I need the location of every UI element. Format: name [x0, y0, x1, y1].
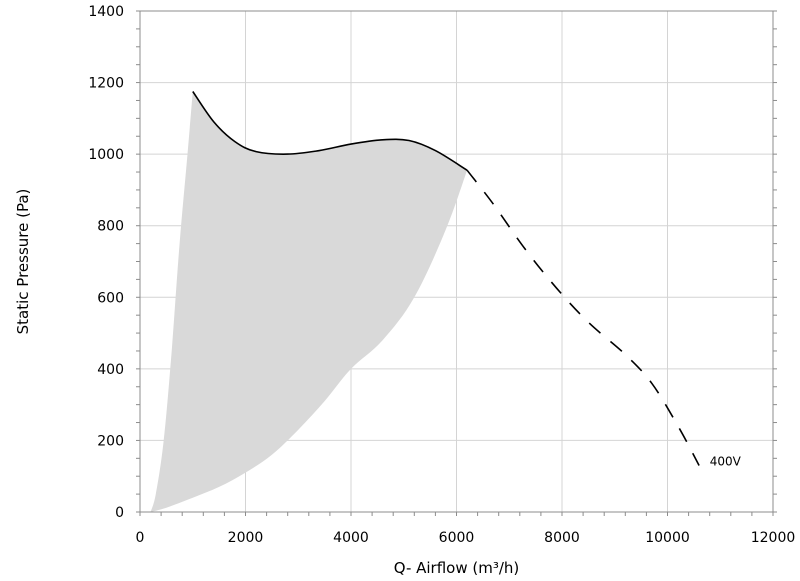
y-tick-label: 200	[97, 433, 124, 449]
x-tick-labels: 0 2000 4000 6000 8000 10000 12000	[136, 530, 796, 546]
annotations: 400V	[710, 454, 742, 468]
y-axis-title: Static Pressure (Pa)	[14, 189, 32, 335]
series-line-solid	[192, 91, 468, 171]
series-line-dashed	[466, 169, 700, 466]
x-tick-label: 0	[136, 530, 145, 546]
series-annotation: 400V	[710, 454, 742, 468]
operating-region	[150, 91, 468, 512]
axis-ticks	[136, 10, 777, 516]
x-tick-label: 4000	[333, 530, 369, 546]
x-tick-label: 12000	[751, 530, 796, 546]
x-tick-label: 8000	[544, 530, 580, 546]
y-tick-labels: 0 200 400 600 800 1000 1200 1400	[88, 4, 124, 521]
y-tick-label: 0	[115, 505, 124, 521]
y-tick-label: 800	[97, 219, 124, 235]
x-tick-label: 2000	[228, 530, 264, 546]
y-tick-label: 600	[97, 290, 124, 306]
series-lines	[192, 91, 700, 466]
y-tick-label: 400	[97, 362, 124, 378]
x-axis-title: Q- Airflow (m³/h)	[394, 559, 520, 577]
x-tick-label: 10000	[645, 530, 690, 546]
y-tick-label: 1200	[88, 76, 124, 92]
y-tick-label: 1400	[88, 4, 124, 20]
x-tick-label: 6000	[439, 530, 475, 546]
y-tick-label: 1000	[88, 147, 124, 163]
